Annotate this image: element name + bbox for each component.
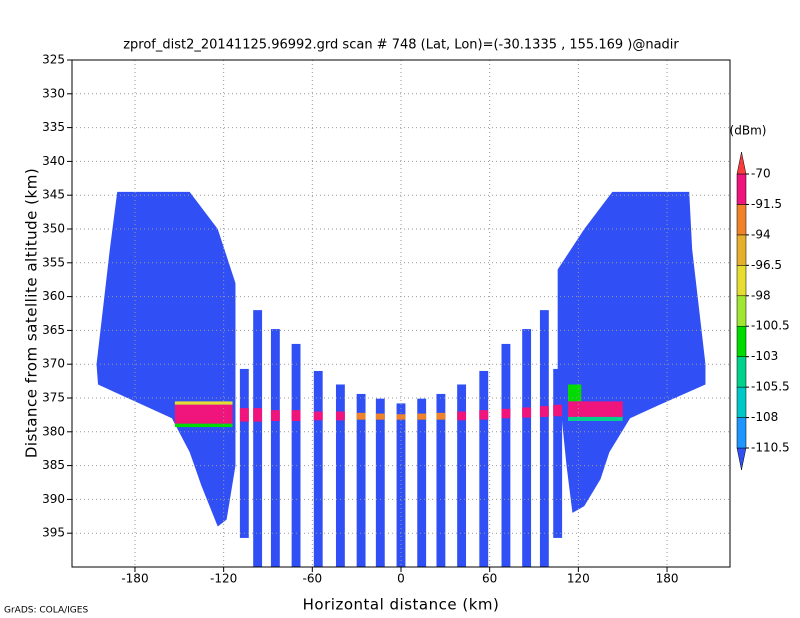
shaded-cell <box>174 404 233 424</box>
colorbar-segment <box>736 265 747 297</box>
x-tick-label: 120 <box>567 572 590 586</box>
colorbar-tick-label: -103 <box>751 349 778 363</box>
y-tick-label: 355 <box>42 255 65 269</box>
y-tick-label: 340 <box>42 154 65 168</box>
colorbar-segment <box>736 173 747 205</box>
colorbar-tick-label: -100.5 <box>751 319 790 333</box>
y-tick-label: 365 <box>42 323 65 337</box>
colorbar-tick-label: -108 <box>751 410 778 424</box>
colorbar-tick-label: -96.5 <box>751 258 782 272</box>
y-tick-label: 350 <box>42 222 65 236</box>
y-tick-label: 345 <box>42 188 65 202</box>
colorbar-segment <box>736 234 747 266</box>
shaded-cell <box>539 406 549 417</box>
y-tick-label: 325 <box>42 53 65 67</box>
shaded-region <box>557 191 706 513</box>
shaded-cell <box>501 408 511 419</box>
shaded-cell <box>375 398 385 567</box>
y-tick-label: 395 <box>42 526 65 540</box>
shaded-cell <box>501 343 511 567</box>
plot-frame <box>71 59 731 568</box>
shaded-cell <box>553 404 563 417</box>
colorbar-segment <box>736 295 747 327</box>
shaded-cell <box>457 411 467 421</box>
colorbar-segment <box>736 356 747 388</box>
shaded-cell <box>417 398 427 567</box>
colorbar-tick-label: -91.5 <box>751 197 782 211</box>
y-axis-label: Distance from satellite altitude (km) <box>23 168 41 458</box>
shaded-cell <box>568 416 623 421</box>
y-tick-label: 360 <box>42 289 65 303</box>
shaded-cell <box>553 368 563 538</box>
shaded-cell <box>396 403 406 567</box>
shaded-cell <box>522 407 532 418</box>
y-tick-label: 370 <box>42 357 65 371</box>
shaded-cell <box>436 393 446 567</box>
colorbar-segment <box>736 325 747 357</box>
x-axis-label: Horizontal distance (km) <box>303 596 500 614</box>
shaded-cell <box>568 384 582 402</box>
colorbar-label: (dBm) <box>730 124 767 138</box>
shaded-cell <box>239 408 249 422</box>
x-tick-label: 60 <box>482 572 497 586</box>
colorbar-tick-label: -110.5 <box>751 441 790 455</box>
shaded-cell <box>356 393 366 567</box>
colorbar-segment <box>736 386 747 418</box>
shaded-cell <box>174 423 233 428</box>
shaded-cell <box>239 368 249 538</box>
x-tick-label: -180 <box>121 572 148 586</box>
colorbar-segment <box>736 417 747 449</box>
y-tick-label: 380 <box>42 424 65 438</box>
y-tick-label: 375 <box>42 391 65 405</box>
y-tick-label: 390 <box>42 492 65 506</box>
shaded-cell <box>291 410 301 421</box>
shaded-cell <box>479 370 489 567</box>
shaded-cell <box>335 411 345 421</box>
shaded-region <box>96 191 236 527</box>
shaded-cell <box>270 410 280 421</box>
x-tick-label: 180 <box>656 572 679 586</box>
shaded-cell <box>479 410 489 420</box>
y-tick-label: 330 <box>42 86 65 100</box>
shaded-cell <box>568 401 623 417</box>
colorbar-tick-label: -70 <box>751 167 771 181</box>
shaded-cell <box>436 412 446 420</box>
y-tick-label: 385 <box>42 458 65 472</box>
colorbar-segment <box>736 204 747 236</box>
colorbar-segment <box>736 151 747 175</box>
shaded-cell <box>375 413 385 420</box>
colorbar-tick-label: -94 <box>751 227 771 241</box>
y-tick-label: 335 <box>42 120 65 134</box>
shaded-cell <box>313 411 323 421</box>
colorbar-tick-label: -98 <box>751 288 771 302</box>
shaded-cell <box>313 370 323 567</box>
axes: -180 -120 -60 0 60 120 180 325 330 335 340 345 350 35… <box>42 53 730 586</box>
chart-title: zprof_dist2_20141125.96992.grd scan # 74… <box>123 38 679 53</box>
shaded-cell <box>539 310 549 567</box>
colorbar-tick-label: -105.5 <box>751 380 790 394</box>
x-tick-label: -120 <box>210 572 237 586</box>
shaded-cell <box>270 329 280 567</box>
shaded-cell <box>522 329 532 567</box>
shaded-cell <box>291 343 301 567</box>
shaded-cell <box>417 413 427 420</box>
shaded-cell <box>253 310 263 567</box>
shaded-cell <box>335 384 345 567</box>
x-tick-label: -60 <box>303 572 323 586</box>
shaded-cell <box>253 408 263 422</box>
x-tick-label: 0 <box>397 572 405 586</box>
shaded-cell <box>356 412 366 420</box>
field <box>96 191 706 567</box>
shaded-cell <box>174 401 233 405</box>
shaded-cell <box>457 384 467 567</box>
footer: GrADS: COLA/IGES <box>4 606 88 616</box>
